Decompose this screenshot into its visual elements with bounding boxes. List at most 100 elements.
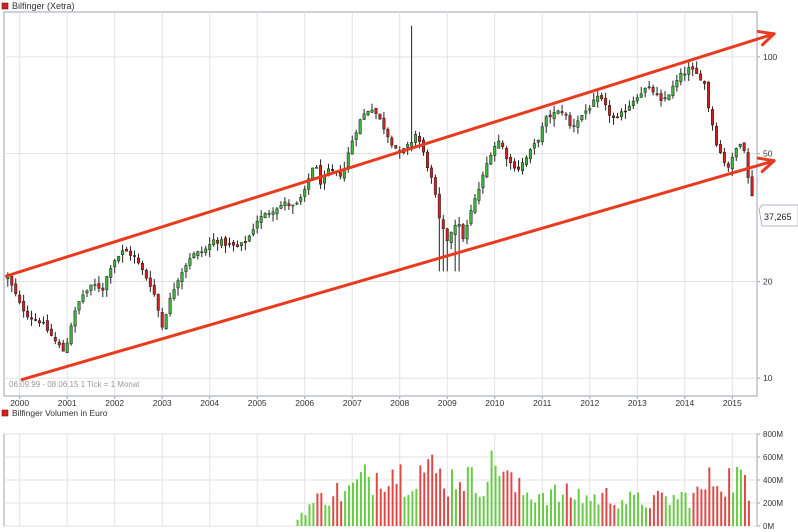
volume-bar	[506, 470, 509, 526]
volume-bar	[743, 474, 746, 526]
price-candle-body	[65, 342, 69, 354]
price-candle-body	[61, 342, 65, 352]
price-candle-body	[722, 152, 726, 163]
price-candle-body	[93, 284, 97, 287]
price-candle-body	[635, 97, 639, 102]
price-y-tick-label: 20	[763, 276, 773, 286]
x-tick-label: 2007	[343, 398, 362, 408]
price-candle-body	[212, 239, 216, 246]
price-candle-body	[168, 297, 172, 314]
price-candle-body	[414, 134, 418, 143]
price-candle-body	[259, 216, 263, 223]
volume-bar	[379, 488, 382, 526]
price-candle-body	[655, 93, 659, 95]
volume-bar	[336, 482, 339, 526]
x-tick-label: 2006	[295, 398, 314, 408]
price-candle-body	[378, 113, 382, 120]
price-candle-body	[465, 224, 469, 240]
price-candle-body	[358, 119, 362, 135]
volume-bar	[530, 499, 533, 526]
price-candle-body	[247, 235, 251, 242]
price-candle-body	[184, 265, 188, 272]
volume-bar	[538, 494, 541, 526]
price-candle-body	[643, 87, 647, 93]
price-candle-body	[275, 208, 279, 215]
volume-bar	[601, 493, 604, 526]
volume-bar	[498, 476, 501, 526]
volume-bar	[688, 507, 691, 526]
price-candle-body	[619, 111, 623, 117]
price-candle-body	[568, 115, 572, 126]
price-candle-body	[362, 113, 366, 120]
volume-bar	[395, 484, 398, 526]
volume-bar	[387, 486, 390, 526]
x-tick-label: 2014	[675, 398, 694, 408]
volume-bar	[668, 504, 671, 526]
price-candle-body	[608, 105, 612, 116]
price-candle-body	[73, 310, 77, 327]
price-candle-body	[528, 149, 532, 160]
volume-bar	[490, 450, 493, 526]
volume-y-tick-label: 400M	[763, 476, 783, 485]
price-candle-body	[291, 204, 295, 207]
x-tick-label: 2001	[58, 398, 77, 408]
price-candle-body	[493, 145, 497, 156]
price-candle-body	[101, 287, 105, 291]
volume-bar	[419, 465, 422, 526]
price-candle-body	[513, 161, 517, 169]
price-candle-body	[616, 116, 619, 119]
price-chart-title: Bilfinger (Xetra)	[12, 1, 75, 11]
price-candle-body	[659, 93, 663, 101]
volume-bar	[629, 491, 632, 526]
price-candle-body	[144, 270, 148, 279]
volume-chart-title: Bilfinger Volumen in Euro	[12, 408, 108, 418]
price-candle-body	[730, 156, 734, 169]
price-candle-body	[457, 224, 461, 227]
volume-bar	[514, 492, 517, 526]
price-candle-body	[425, 151, 429, 169]
volume-bar	[458, 482, 461, 526]
volume-bar	[383, 491, 386, 526]
price-plot-frame	[3, 11, 758, 397]
price-candle-body	[113, 260, 117, 268]
volume-bar	[728, 468, 731, 526]
x-tick-label: 2005	[248, 398, 267, 408]
volume-bar	[320, 493, 323, 526]
price-candle-body	[216, 239, 220, 244]
volume-bar	[656, 490, 659, 526]
x-axis: 2000 2001 2002 2003 2004 2005 2006 2007 2008 2009…	[10, 396, 742, 408]
price-candle-body	[188, 258, 192, 266]
x-tick-label: 2002	[105, 398, 124, 408]
price-candle-body	[552, 112, 556, 120]
volume-bar	[561, 494, 564, 526]
volume-bar	[332, 496, 335, 526]
price-candle-body	[279, 205, 283, 209]
volume-bar	[399, 464, 402, 526]
volume-bar	[573, 499, 576, 526]
price-candle-body	[687, 67, 691, 75]
price-candle-body	[6, 276, 10, 280]
price-candle-body	[540, 126, 544, 143]
price-candle-body	[509, 157, 513, 164]
price-candle-body	[461, 224, 465, 240]
legend-swatch-price	[1, 2, 9, 10]
price-candle-body	[520, 162, 524, 171]
volume-legend-swatch	[1, 409, 9, 417]
price-candle-body	[691, 66, 695, 70]
volume-bar	[482, 496, 485, 526]
price-candle-body	[584, 110, 588, 114]
price-candle-body	[14, 283, 18, 294]
price-candle-body	[477, 188, 481, 201]
volume-bar	[621, 500, 624, 526]
price-candle-body	[556, 110, 560, 114]
price-candle-body	[627, 105, 631, 111]
volume-bar	[296, 519, 299, 526]
price-candle-body	[77, 301, 81, 311]
price-candle-body	[560, 111, 564, 114]
price-candle-body	[196, 251, 200, 256]
x-tick-label: 2013	[628, 398, 647, 408]
volume-bar	[435, 473, 438, 526]
trend-lines	[4, 30, 776, 382]
price-candle-body	[429, 167, 433, 178]
